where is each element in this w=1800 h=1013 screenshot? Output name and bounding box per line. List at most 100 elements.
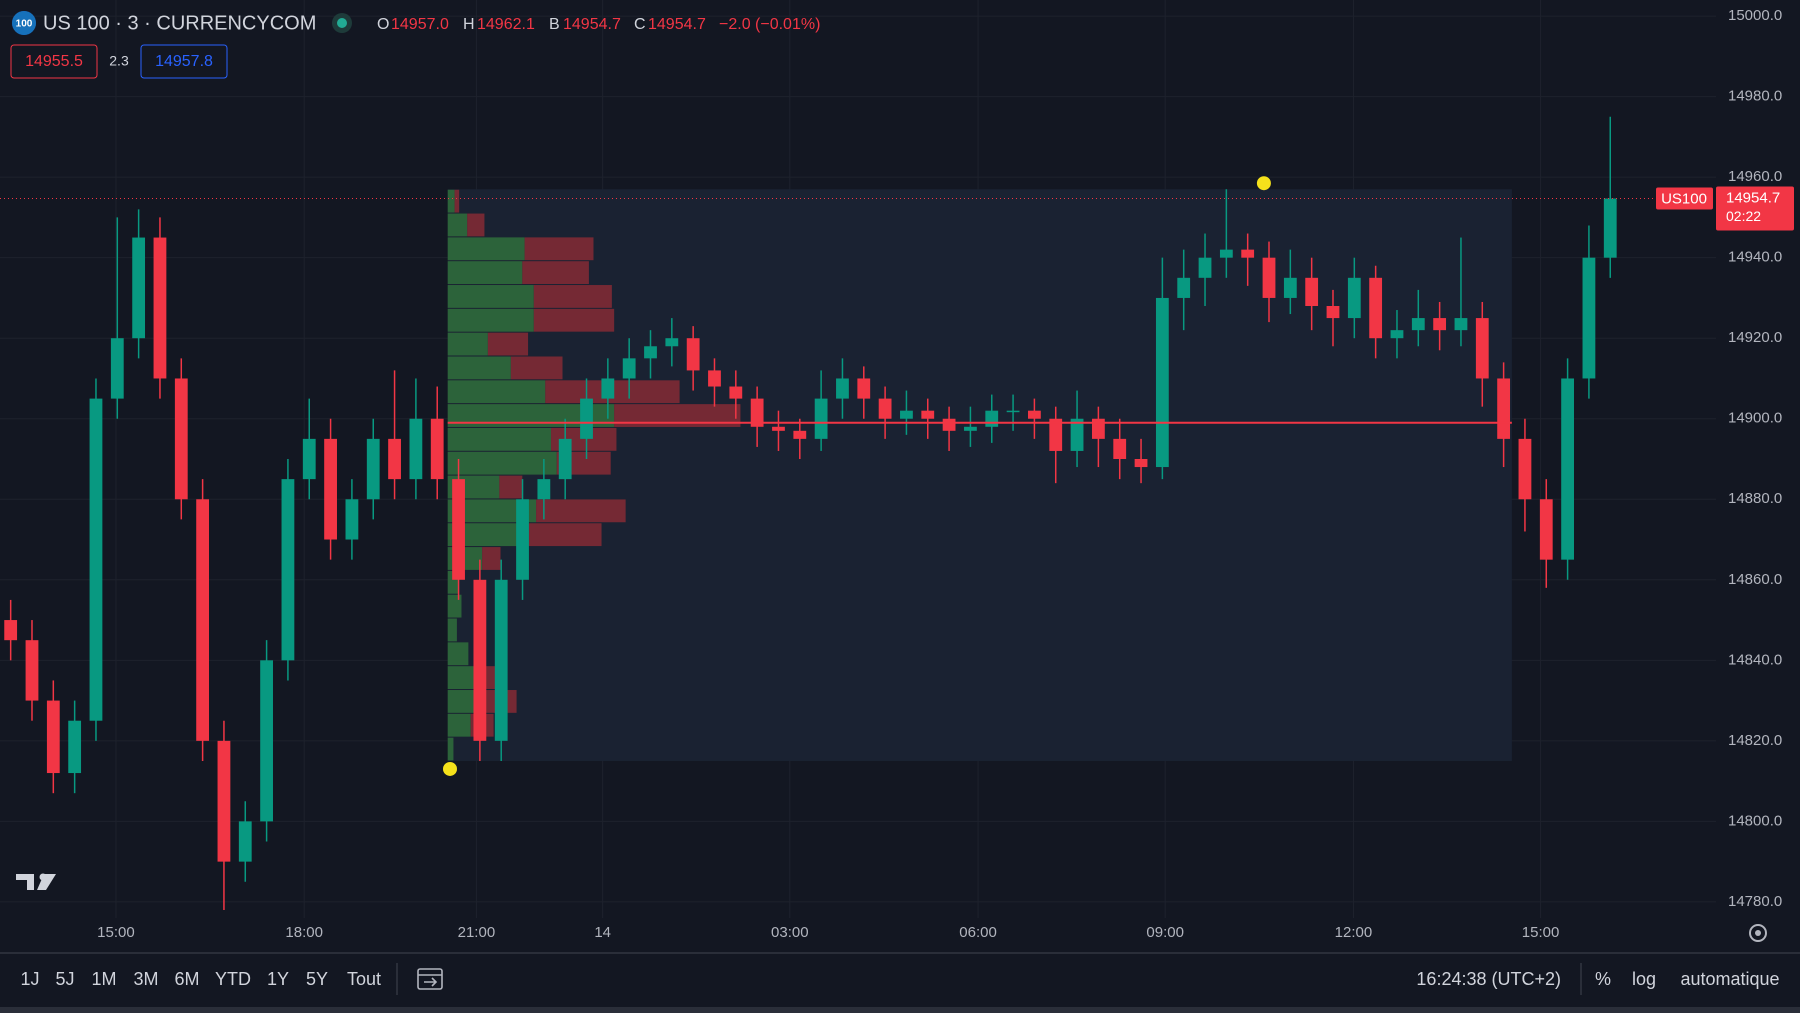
candle-body (366, 438, 380, 500)
candle-body (686, 338, 700, 371)
y-tick-label: 14980.0 (1728, 88, 1782, 105)
profile-sell (523, 523, 602, 547)
candle-body (153, 237, 167, 379)
price-tag (1716, 186, 1794, 231)
logo-text: 100 (16, 19, 33, 30)
candle-body (622, 358, 636, 379)
symbol-logo-tint (12, 11, 36, 35)
range-button[interactable]: Tout (347, 969, 381, 989)
range-button[interactable]: YTD (215, 969, 251, 989)
range-button[interactable]: 3M (133, 969, 158, 989)
range-buttons: 1J 5J 1M 3M 6M YTD 1Y 5Y Tout (20, 969, 381, 989)
range-button[interactable]: 1M (91, 969, 116, 989)
x-tick-label: 15:00 (1522, 924, 1560, 941)
profile-buy (447, 285, 534, 308)
x-tick-label: 12:00 (1335, 924, 1373, 941)
profile-buy (447, 737, 454, 761)
candle-body (238, 821, 252, 862)
bid-box[interactable] (10, 44, 98, 79)
candle-body (1347, 277, 1361, 319)
x-tick-label: 21:00 (458, 924, 496, 941)
x-tick-label: 09:00 (1146, 924, 1184, 941)
symbol-title[interactable]: US 100 · 3 · CURRENCYCOM (43, 12, 316, 34)
candle-body (964, 426, 977, 431)
candle-body (1091, 418, 1105, 439)
candle-body (1411, 318, 1425, 331)
candle-body (46, 700, 60, 774)
candle-body (1262, 257, 1276, 298)
candle-body (601, 378, 615, 399)
candle-body (1326, 306, 1340, 319)
profile-sell (454, 189, 460, 213)
calendar-icon[interactable] (417, 968, 443, 990)
ohlc: O 14957.0 H 14962.1 B 14954.7 C 14954.7 (377, 16, 706, 33)
candle-body (580, 398, 593, 439)
candle-body (110, 338, 124, 399)
candle-body (900, 410, 913, 419)
candle-body (494, 579, 508, 741)
candle-body (1433, 318, 1447, 331)
ohlc-value: 14962.1 (477, 16, 535, 33)
candle-body (558, 438, 572, 480)
ohlc-value: 14957.0 (391, 16, 449, 33)
range-button[interactable]: 5J (55, 969, 74, 989)
profile-buy (447, 523, 524, 547)
profile-sell (522, 261, 589, 285)
x-tick-label: 18:00 (285, 924, 323, 941)
candle-body (772, 426, 785, 431)
calendar-arrow (424, 977, 438, 987)
spread: 2.3 (109, 53, 129, 69)
y-tick-label: 14940.0 (1728, 249, 1782, 266)
bid[interactable]: 14955.5 (25, 53, 83, 70)
candle-body (665, 338, 679, 347)
y-tick-label: 15000.0 (1728, 7, 1782, 24)
candle-body (1070, 418, 1084, 451)
profile-buy (447, 189, 455, 213)
candle-body (1539, 499, 1553, 560)
log-toggle[interactable]: log (1632, 969, 1656, 989)
y-tick-label: 14900.0 (1728, 410, 1782, 427)
range-button[interactable]: 6M (174, 969, 199, 989)
y-tick-label: 14840.0 (1728, 651, 1782, 668)
settings-icon[interactable] (1749, 924, 1767, 942)
candle-body (68, 720, 82, 774)
x-tick-label: 15:00 (97, 924, 135, 941)
range-button[interactable]: 5Y (306, 969, 328, 989)
candle-body (1113, 438, 1127, 459)
candle-body (985, 410, 999, 427)
candle-body (25, 640, 39, 701)
profile-buy (447, 642, 469, 666)
profile-buy (447, 618, 457, 642)
ask[interactable]: 14957.8 (155, 53, 213, 70)
profile-buy (447, 404, 615, 427)
ohlc-value: 14954.7 (648, 16, 706, 33)
bottom-edge (0, 1007, 1800, 1013)
candle-body (814, 398, 828, 439)
candle-body (1134, 459, 1148, 468)
profile-sell (487, 332, 529, 356)
ohlc-value: 14954.7 (563, 16, 621, 33)
candle-body (217, 740, 231, 862)
candle-body (729, 386, 743, 399)
auto-toggle[interactable]: automatique (1680, 969, 1779, 989)
profile-buy (447, 380, 546, 404)
percent-toggle[interactable]: % (1595, 969, 1611, 989)
candle-body (1283, 277, 1297, 298)
range-button[interactable]: 1J (20, 969, 39, 989)
volume-profile (447, 189, 1512, 761)
candle-body (1561, 378, 1574, 560)
range-button[interactable]: 1Y (267, 969, 289, 989)
y-tick-label: 14800.0 (1728, 812, 1782, 829)
candle-body (1049, 418, 1063, 451)
candle-body (1177, 277, 1191, 298)
candle-body (516, 499, 529, 580)
candle-body (281, 479, 295, 661)
profile-buy (447, 356, 511, 380)
ask-box[interactable] (140, 44, 228, 79)
candle-body (1582, 257, 1596, 379)
candle-body (452, 479, 465, 580)
candle-body (1454, 318, 1468, 331)
ohlc-key: C (634, 16, 646, 33)
market-status-dot (337, 18, 347, 28)
